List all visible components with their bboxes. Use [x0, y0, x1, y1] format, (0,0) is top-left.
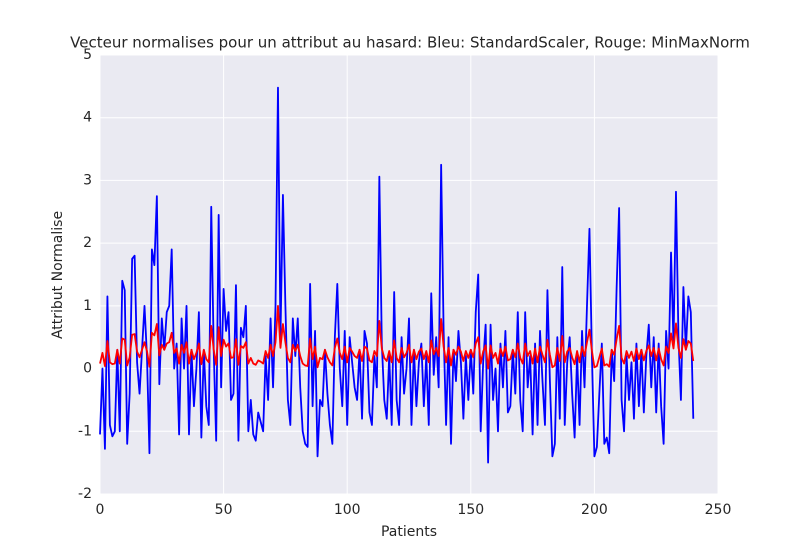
y-tick-label: 0: [83, 361, 92, 377]
y-axis-label: Attribut Normalise: [50, 211, 66, 339]
line-series: [99, 304, 695, 370]
y-tick-label: 4: [83, 110, 92, 126]
y-tick-label: -2: [78, 486, 92, 502]
x-tick-label: 50: [215, 502, 233, 518]
y-tick-label: 5: [83, 47, 92, 63]
plot-area: [100, 55, 718, 494]
y-tick-label: -1: [78, 423, 92, 439]
x-tick-label: 250: [705, 502, 732, 518]
x-axis-label: Patients: [381, 524, 437, 540]
y-tick-label: 2: [83, 235, 92, 251]
x-tick-label: 0: [96, 502, 105, 518]
y-tick-label: 3: [83, 172, 92, 188]
line-series: [99, 86, 695, 464]
chart-title: Vecteur normalises pour un attribut au h…: [70, 34, 750, 52]
x-tick-label: 100: [334, 502, 361, 518]
y-tick-label: 1: [83, 298, 92, 314]
x-tick-label: 200: [581, 502, 608, 518]
x-tick-label: 150: [457, 502, 484, 518]
